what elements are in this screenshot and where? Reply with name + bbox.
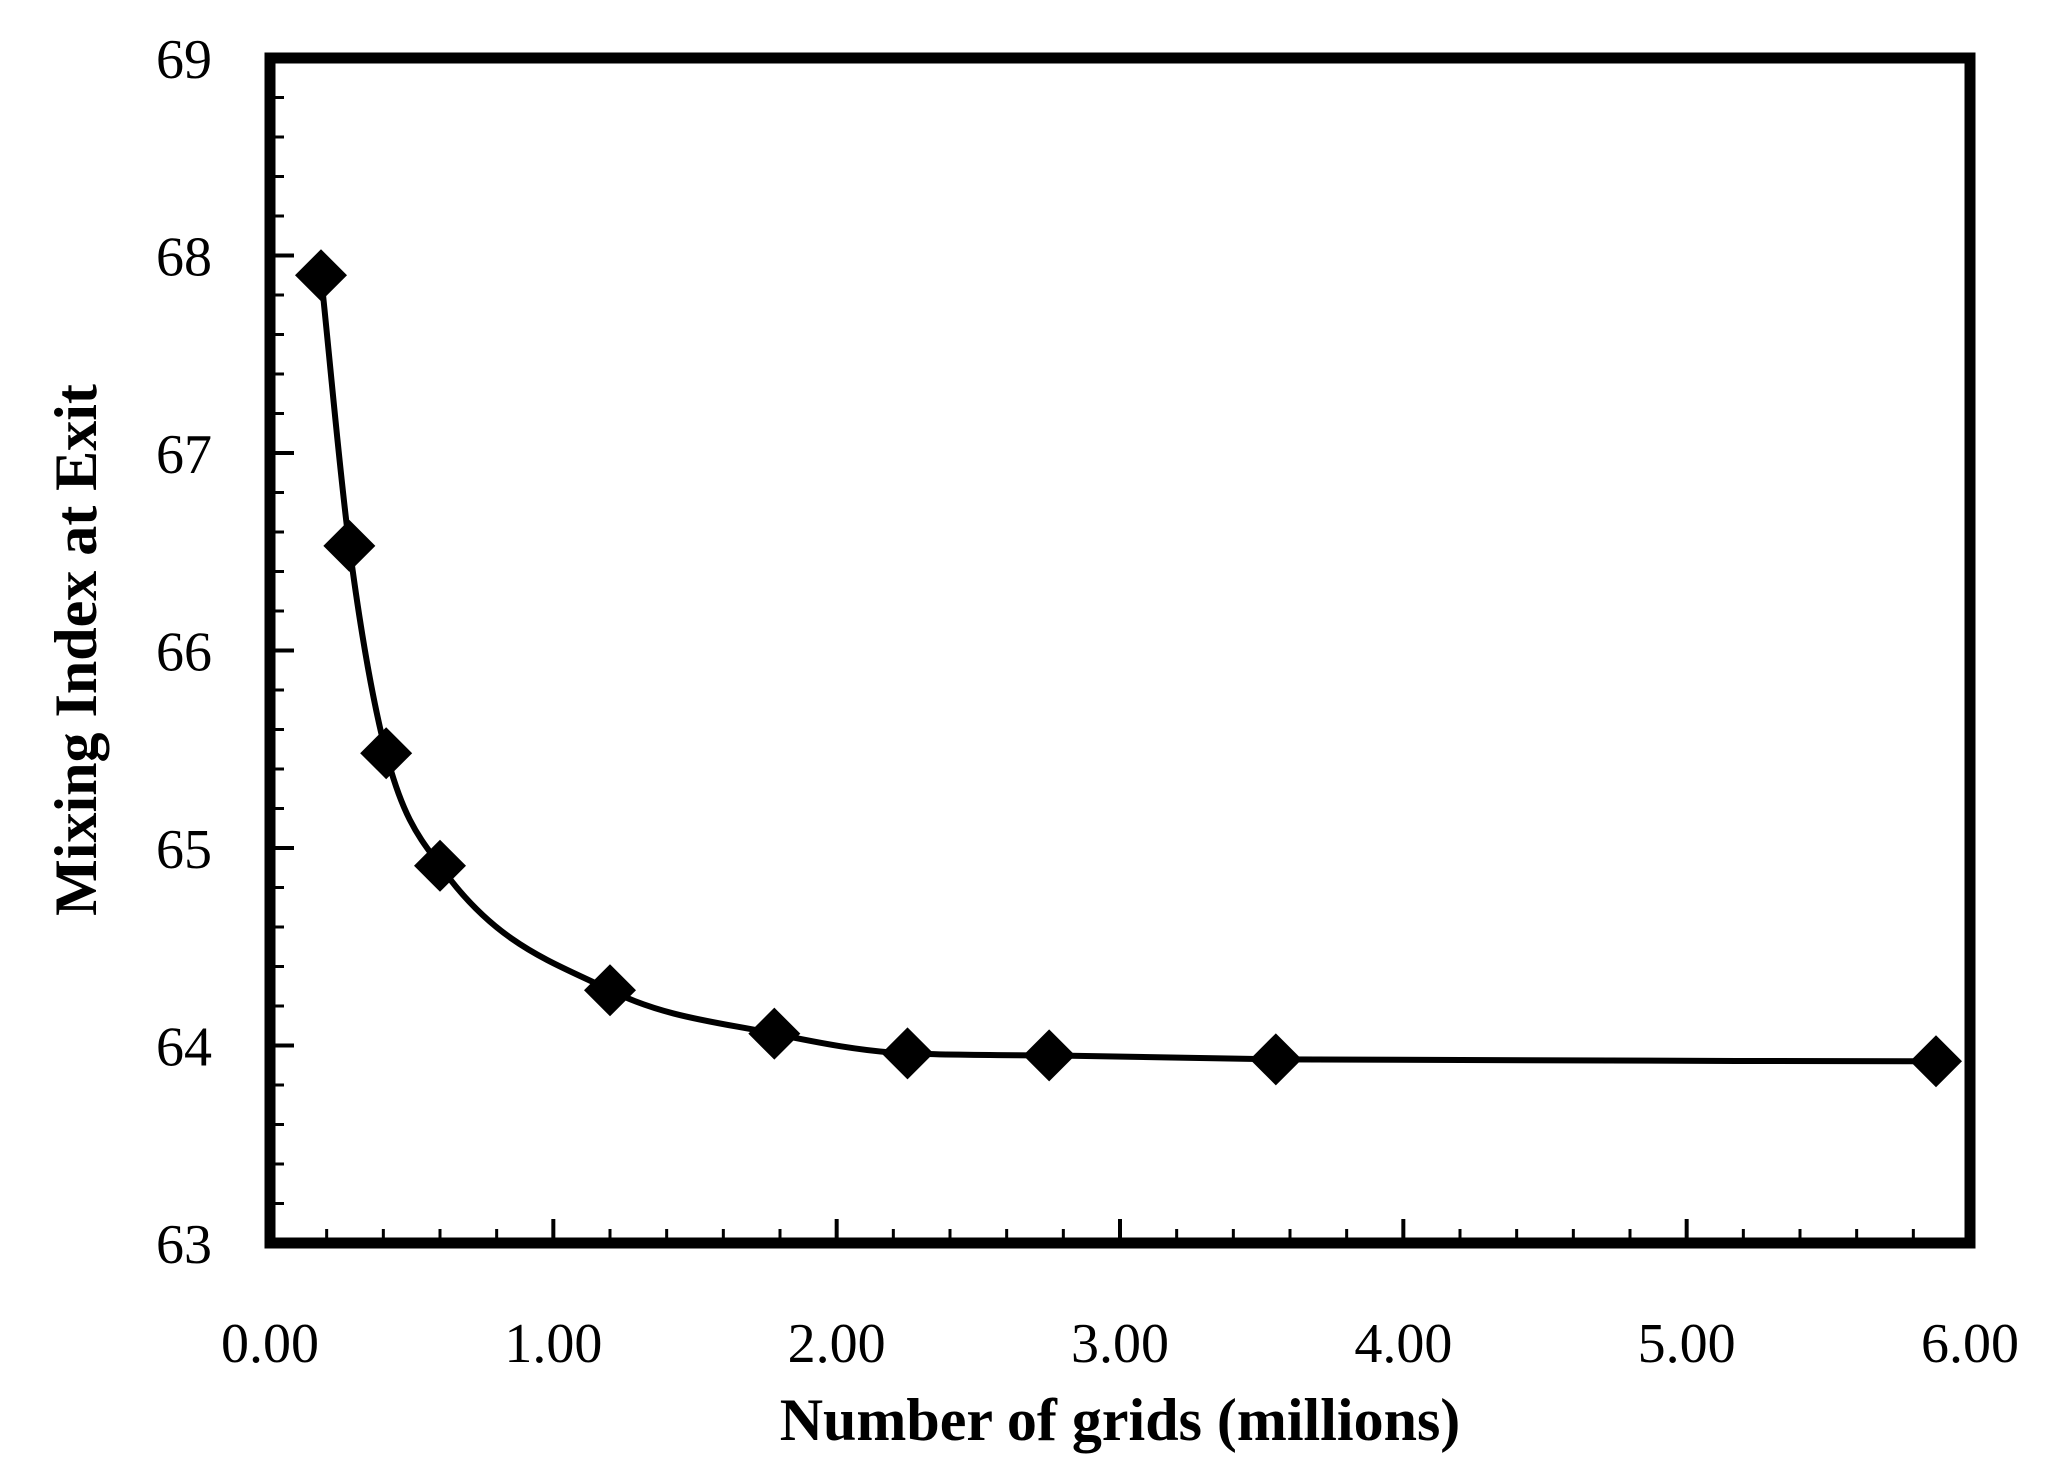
y-tick-label: 63 [156,1214,212,1276]
y-tick-label: 68 [156,227,212,289]
data-point [295,249,347,302]
x-tick-label: 5.00 [1638,1313,1736,1375]
x-tick-label: 4.00 [1354,1313,1452,1375]
data-point [1910,1035,1962,1088]
plot-frame [264,52,1976,1249]
y-tick-label: 65 [156,819,212,881]
x-tick-label: 3.00 [1071,1313,1169,1375]
data-point [584,964,636,1017]
x-tick-label: 0.00 [221,1313,319,1375]
data-point [1023,1029,1076,1082]
data-point [323,519,376,572]
y-axis-title: Mixing Index at Exit [43,384,109,916]
y-tick-label: 66 [156,622,212,684]
y-tick-labels: 63 64 65 66 67 68 69 [156,29,212,1276]
data-point [360,727,413,780]
y-tick-label: 69 [156,29,212,91]
data-point [748,1007,801,1060]
x-tick-label: 6.00 [1921,1313,2019,1375]
data-markers [295,249,1962,1088]
x-tick-label: 1.00 [504,1313,602,1375]
x-tick-label: 2.00 [788,1313,886,1375]
data-point [881,1027,934,1080]
x-axis-title: Number of grids (millions) [780,1387,1461,1453]
data-point [414,839,466,892]
x-tick-labels: 0.00 1.00 2.00 3.00 4.00 5.00 6.00 [221,1313,2019,1375]
data-point [1249,1033,1302,1086]
y-tick-label: 64 [156,1017,212,1079]
y-tick-label: 67 [156,424,212,486]
